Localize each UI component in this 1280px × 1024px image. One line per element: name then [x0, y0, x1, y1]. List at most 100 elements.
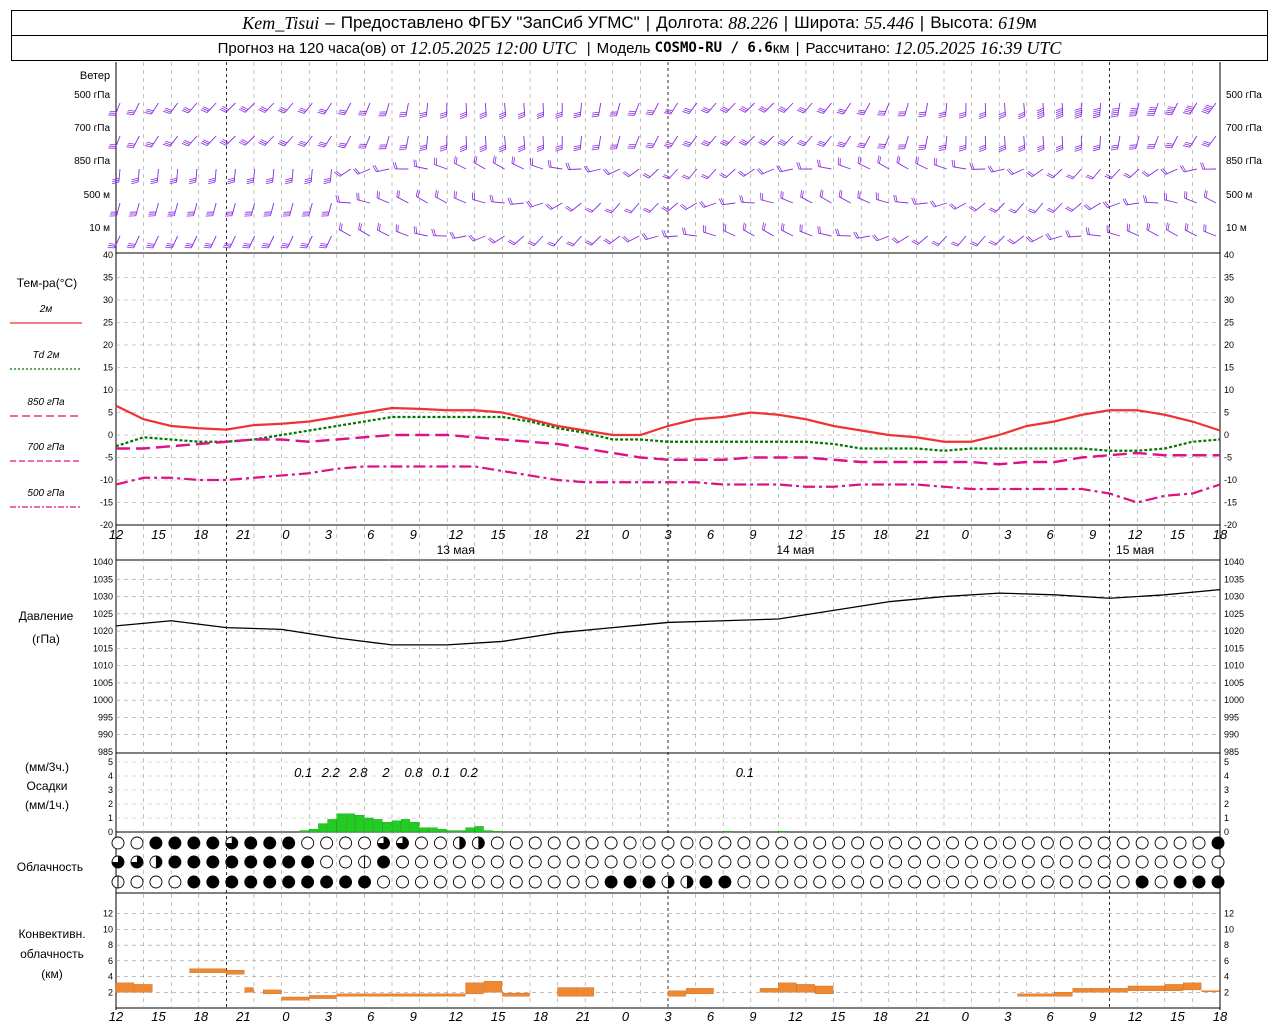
wind-barb-flag [203, 139, 210, 144]
cloud-symbol [699, 855, 713, 869]
wind-barb-shaft [206, 135, 217, 146]
wind-barb-shaft [133, 235, 140, 249]
wind-barb-flag [479, 148, 487, 153]
wind-barb-flag [1047, 172, 1055, 178]
wind-barb-shaft [744, 102, 755, 113]
legend-label: 500 гПа [27, 488, 65, 499]
wind-barb-flag [624, 171, 631, 176]
wind-barb-flag [323, 181, 331, 185]
cloud-symbol [396, 855, 409, 869]
legend-label: 2м [39, 304, 53, 315]
wind-barb-shaft [118, 168, 121, 183]
wind-barb-flag [164, 109, 172, 113]
wind-barb-flag [837, 228, 840, 236]
wind-barb-flag [801, 190, 804, 198]
wind-barb-shaft [914, 202, 928, 205]
wind-barb-flag [958, 111, 966, 115]
wind-barb-flag [1148, 223, 1151, 231]
cloud-symbol [168, 875, 182, 889]
temp-tick-right: 25 [1224, 318, 1234, 328]
wind-barb-flag [354, 167, 360, 174]
wind-barb-flag [473, 155, 476, 163]
precip-bar [723, 831, 733, 833]
wind-barb-shaft [344, 135, 352, 148]
wind-barb-flag [1163, 192, 1166, 200]
wind-barb-flag [337, 146, 345, 149]
pressure-tick-left: 1015 [93, 643, 113, 653]
wind-barb-flag [722, 223, 725, 231]
wind-barb-flag [856, 113, 864, 116]
wind-barb-shaft [876, 198, 890, 204]
wind-barb-flag [605, 238, 612, 244]
wind-barb-shaft [434, 164, 448, 170]
wind-barb-flag [918, 144, 926, 147]
wind-barb-flag [338, 111, 346, 114]
wind-barb-flag [184, 139, 192, 144]
precip-bar [309, 829, 319, 833]
wind-barb-flag [459, 113, 467, 117]
wind-barb-flag [969, 162, 973, 170]
wind-barb-flag [221, 107, 228, 112]
wind-barb-shaft [590, 235, 602, 246]
wind-barb-flag [526, 201, 531, 208]
cloud-symbol [433, 855, 447, 869]
wind-barb-shaft [976, 235, 986, 247]
wind-barb-shaft [616, 135, 621, 149]
wind-barb-flag [998, 148, 1006, 153]
precip-total: 2 [381, 765, 390, 780]
wind-barb-flag [150, 179, 158, 183]
wind-barb-flag [449, 232, 454, 239]
wind-barb-shaft [1052, 168, 1063, 179]
wind-barb-flag [165, 244, 173, 247]
wind-barb-shaft [533, 235, 544, 247]
wind-barb-flag [853, 231, 858, 239]
wind-barb-shaft [339, 168, 351, 177]
wind-barb-flag [741, 195, 744, 203]
wind-barb-flag [479, 144, 487, 149]
wind-barb-flag [1009, 208, 1017, 212]
conv-tick-left: 10 [103, 924, 113, 934]
wind-barb-flag [499, 148, 506, 153]
wind-barb-shaft [1099, 102, 1102, 117]
cloud-symbol [187, 855, 201, 869]
wind-barb-flag [169, 177, 177, 181]
wind-barb-shaft [857, 197, 871, 204]
wind-barb-shaft [725, 102, 736, 113]
wind-barb-flag [592, 144, 600, 147]
wind-barb-shaft [323, 102, 332, 115]
wind-barb-flag [1026, 172, 1033, 177]
wind-barb-flag [182, 108, 190, 112]
precip-tick-left: 1 [108, 813, 113, 823]
hour-label-bottom: 21 [915, 1009, 930, 1024]
wind-barb-shaft [229, 235, 236, 249]
wind-barb-flag [487, 238, 494, 244]
cloud-threequarter [396, 837, 409, 849]
wind-barb-flag [684, 140, 692, 144]
cloud-symbol [983, 875, 997, 889]
wind-barb-shaft [598, 102, 602, 117]
wind-barb-flag [1201, 144, 1209, 147]
wind-barb-shaft [1207, 135, 1217, 147]
wind-barb-shaft [169, 102, 179, 114]
wind-barb-flag [165, 246, 173, 249]
wind-barb-flag [1186, 107, 1194, 110]
hour-label-top: 15 [1170, 527, 1185, 542]
wind-barb-shaft [357, 168, 371, 175]
wind-barb-shaft [473, 162, 486, 170]
wind-barb-flag [280, 139, 288, 144]
wind-barb-flag [241, 106, 249, 110]
wind-barb-shaft [783, 135, 794, 146]
cloud-threequarter [112, 856, 124, 868]
convective-bar [815, 985, 834, 995]
wind-barb-flag [509, 197, 514, 205]
wind-barb-shaft [1023, 135, 1026, 150]
wind-barb-shaft [707, 135, 717, 147]
wind-barb-flag [281, 244, 289, 247]
lat-label: Широта: [794, 13, 860, 32]
wind-barb-flag [661, 230, 665, 238]
wind-barb-flag [1202, 142, 1210, 146]
temp-tick-left: 5 [108, 408, 113, 418]
wind-barb-shaft [453, 235, 467, 239]
forecast-start: 12.05.2025 12:00 UTC [409, 37, 577, 58]
conv-tick-right: 6 [1224, 956, 1229, 966]
